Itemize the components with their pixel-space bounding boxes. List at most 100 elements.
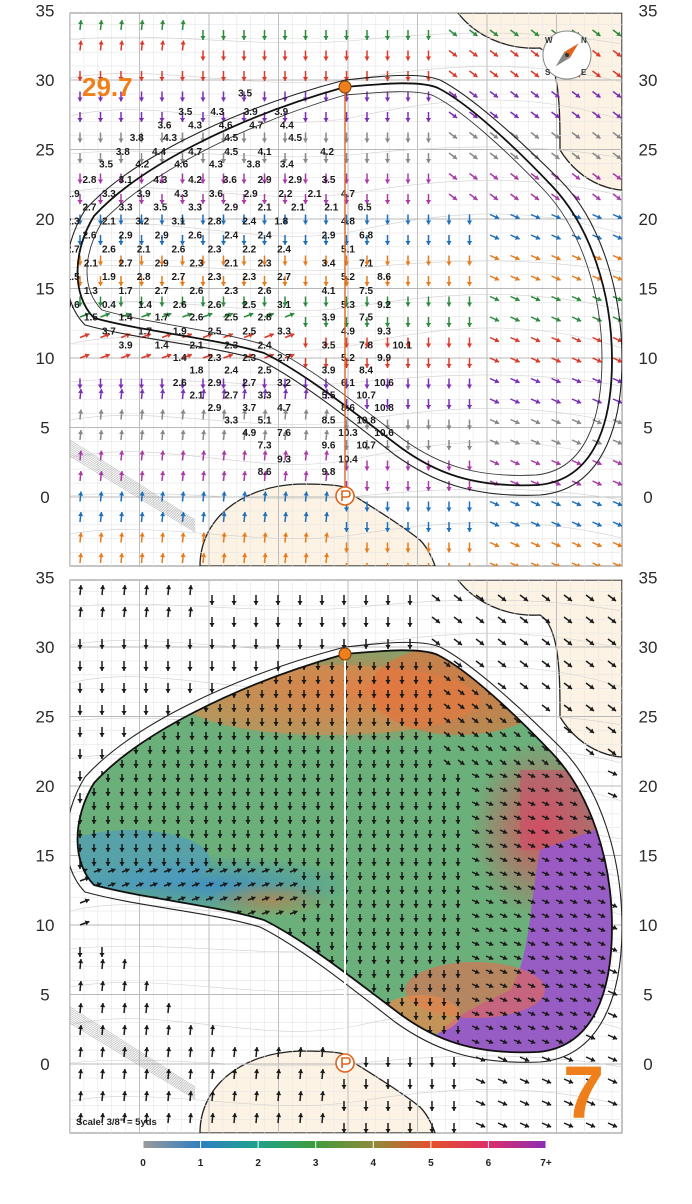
slope-arrow-head xyxy=(502,1011,508,1017)
slope-arrow-head xyxy=(323,384,329,389)
slope-label: 3.6 xyxy=(209,189,223,200)
slope-arrow-head xyxy=(147,820,153,824)
slope-arrow-head xyxy=(502,815,508,821)
slope-arrow-head xyxy=(282,118,288,122)
slope-arrow-head xyxy=(315,946,321,950)
slope-label: 2.7 xyxy=(119,258,133,269)
slope-arrow-head xyxy=(124,882,130,888)
slope-arrow-head xyxy=(572,885,578,891)
slope-label: 1.4 xyxy=(138,300,152,311)
slope-arrow-head xyxy=(385,1107,391,1111)
slope-arrow-head xyxy=(544,843,550,849)
slope-arrow-head xyxy=(231,736,237,740)
slope-arrow-head xyxy=(596,358,602,363)
slope-arrow-head xyxy=(287,792,293,796)
slope-arrow-head xyxy=(600,885,606,891)
slope-arrow-head xyxy=(494,399,500,404)
slope-label: 3.3 xyxy=(258,390,272,401)
slope-arrow-head xyxy=(315,764,321,768)
slope-arrow-head xyxy=(210,1025,216,1030)
slope-arrow-head xyxy=(161,806,167,810)
slope-arrow-head xyxy=(413,722,419,726)
slope-arrow-head xyxy=(441,988,447,992)
slope-arrow-head xyxy=(405,548,411,553)
slope-arrow-head xyxy=(427,834,433,838)
slope-arrow-head xyxy=(488,955,494,961)
slope-arrow-head xyxy=(590,1057,596,1062)
slope-arrow-head xyxy=(118,118,124,122)
slope-arrow-head xyxy=(445,662,451,667)
slope-arrow-head xyxy=(100,1047,106,1052)
slope-arrow-head xyxy=(371,988,377,992)
slope-arrow-head xyxy=(413,666,419,670)
slope-arrow-head xyxy=(138,384,145,389)
slope-arrow-head xyxy=(298,1047,304,1052)
slope-arrow-head xyxy=(441,890,447,894)
slope-arrow-head xyxy=(488,871,494,877)
slope-arrow-head xyxy=(241,179,247,184)
slope-arrow-head xyxy=(302,384,309,389)
slope-arrow-head xyxy=(302,343,309,348)
slope-arrow-head xyxy=(91,834,97,838)
slope-arrow-head xyxy=(567,618,572,623)
slope-arrow-head xyxy=(97,138,104,143)
slope-arrow-head xyxy=(452,175,457,180)
slope-arrow-head xyxy=(554,154,560,159)
slope-arrow-head xyxy=(488,913,494,919)
slope-arrow-head xyxy=(385,645,391,649)
y-axis-label-right: 25 xyxy=(639,708,658,727)
slope-label: 2.1 xyxy=(291,203,305,214)
slope-label: 2.1 xyxy=(137,244,151,255)
slope-arrow-head xyxy=(175,848,181,852)
slope-arrow-head xyxy=(146,332,151,338)
slope-arrow-head xyxy=(371,932,377,936)
slope-arrow-head xyxy=(118,77,124,81)
slope-arrow-head xyxy=(329,750,335,754)
slope-arrow-head xyxy=(611,728,616,733)
slope-arrow-head xyxy=(221,409,227,414)
slope-arrow-head xyxy=(558,871,564,877)
slope-arrow-head xyxy=(617,419,622,425)
slope-arrow-head xyxy=(572,941,578,947)
slope-arrow-head xyxy=(121,733,127,737)
slope-arrow-head xyxy=(262,491,268,496)
slope-arrow-head xyxy=(554,195,560,200)
slope-arrow-head xyxy=(493,175,498,180)
contour-line xyxy=(70,260,622,273)
slope-label: 3.9 xyxy=(322,312,336,323)
slope-arrow-head xyxy=(324,532,330,537)
slope-arrow-head xyxy=(364,241,370,245)
slope-arrow-head xyxy=(435,618,440,623)
slope-label: 1.5 xyxy=(84,312,98,323)
slope-arrow-head xyxy=(384,241,391,245)
slope-label: 1.9 xyxy=(66,189,80,200)
slope-arrow-head xyxy=(221,471,227,476)
slope-arrow-head xyxy=(139,430,145,435)
slope-arrow-head xyxy=(119,764,125,768)
slope-arrow-head xyxy=(91,848,97,852)
slope-arrow-head xyxy=(301,778,307,782)
slope-arrow-head xyxy=(364,323,370,327)
contour-line xyxy=(70,488,622,501)
slope-arrow-head xyxy=(515,563,519,566)
slope-arrow-head xyxy=(287,820,293,824)
slope-arrow-head xyxy=(502,773,508,779)
contour-line xyxy=(70,522,622,539)
slope-arrow-head xyxy=(451,1085,457,1089)
slope-arrow-head xyxy=(384,77,391,81)
slope-arrow-head xyxy=(446,487,452,491)
slope-arrow-head xyxy=(589,618,594,623)
slope-arrow-head xyxy=(589,640,594,645)
slope-arrow-head xyxy=(575,113,580,118)
slope-arrow-head xyxy=(494,522,500,527)
slope-arrow-head xyxy=(189,806,195,810)
slope-arrow-head xyxy=(315,904,321,908)
slope-arrow-head xyxy=(371,904,377,908)
slope-label: 2.4 xyxy=(224,365,238,376)
slope-arrow-head xyxy=(97,241,104,245)
slope-arrow-head xyxy=(534,52,539,57)
slope-arrow-head xyxy=(99,733,105,737)
slope-arrow-head xyxy=(180,409,186,414)
slope-arrow-head xyxy=(133,750,139,754)
contour-line xyxy=(70,445,196,525)
